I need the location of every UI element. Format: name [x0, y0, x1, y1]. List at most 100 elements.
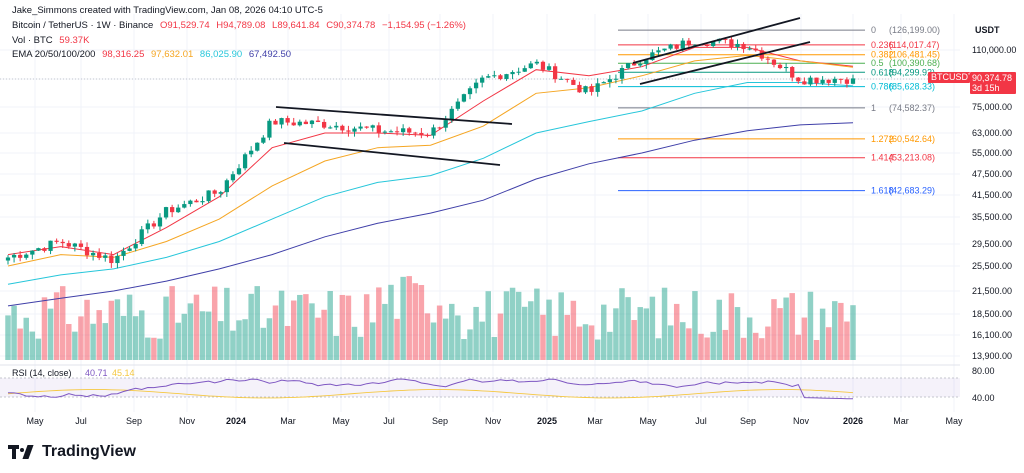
candle: [644, 60, 649, 64]
volume-bar: [515, 291, 522, 360]
candle: [242, 154, 248, 169]
candle: [291, 122, 296, 126]
volume-bar: [35, 338, 42, 360]
candle: [522, 68, 527, 72]
volume-bar: [771, 299, 777, 360]
candle: [188, 200, 193, 205]
volume-bar: [722, 329, 729, 360]
volume-bar: [783, 297, 789, 360]
candles: [5, 37, 856, 269]
candle: [492, 75, 497, 77]
volume-bar: [588, 325, 595, 360]
time-label: Nov: [179, 416, 196, 426]
ema-label: EMA 20/50/100/200: [12, 49, 96, 60]
fib-level: 0.786: [871, 82, 894, 92]
volume-value: 59.37K: [59, 35, 90, 46]
volume-bar: [752, 332, 759, 360]
candle: [346, 130, 351, 132]
volume-bar: [485, 291, 491, 360]
volume-bar: [29, 331, 36, 360]
time-label: Sep: [740, 416, 756, 426]
rsi-tick: 80.00: [972, 366, 995, 376]
currency-label: USDT: [975, 25, 1000, 35]
candle: [370, 125, 375, 128]
ema-legend[interactable]: EMA 20/50/100/200 98,316.25 97,632.01 86…: [12, 49, 295, 60]
volume-bar: [376, 287, 382, 360]
volume-bar: [521, 306, 528, 360]
candle: [334, 125, 339, 128]
price-tick: 63,000.00: [972, 128, 1012, 138]
candle: [170, 207, 175, 213]
volume-bar: [461, 339, 467, 360]
volume-bar: [230, 330, 236, 360]
volume-bar: [78, 316, 84, 360]
volume-bar: [759, 338, 765, 360]
price-tick: 16,100.00: [972, 330, 1012, 340]
symbol-title[interactable]: Bitcoin / TetherUS · 1W · Binance: [12, 20, 154, 31]
candle: [36, 248, 41, 251]
candle: [328, 127, 333, 129]
volume-bar: [41, 297, 48, 360]
ema20-value: 98,316.25: [102, 49, 145, 60]
volume-bar: [224, 287, 230, 360]
fib-price: (100,390.68): [889, 58, 940, 68]
fib-level: 1.414: [871, 153, 894, 163]
fib-level: 0.236: [871, 40, 894, 50]
volume-bar: [412, 283, 419, 360]
ema-line-3: [7, 122, 854, 307]
candle: [619, 68, 625, 79]
tradingview-logo[interactable]: TradingView: [8, 443, 136, 461]
price-tick: 25,500.00: [972, 261, 1012, 271]
grid: [0, 14, 960, 412]
candle: [437, 127, 442, 129]
candle: [340, 125, 345, 131]
candle: [461, 94, 467, 102]
candle: [607, 79, 612, 83]
candle: [407, 128, 412, 133]
volume-bar: [382, 303, 388, 360]
volume-bar: [157, 338, 163, 360]
volume-bar: [491, 336, 498, 360]
time-label: Sep: [126, 416, 142, 426]
time-label: 2024: [226, 416, 246, 426]
volume-bar: [661, 287, 668, 360]
candle: [790, 66, 795, 78]
chart-header-ohlc: Bitcoin / TetherUS · 1W · Binance O91,52…: [12, 20, 470, 31]
volume-bar: [594, 339, 601, 360]
volume-bar: [710, 331, 716, 360]
volume-bar: [740, 337, 747, 360]
candle: [771, 59, 777, 65]
volume-bar: [236, 320, 242, 360]
candle: [528, 63, 533, 69]
volume-bar: [473, 306, 479, 360]
current-tag-bg: [928, 72, 970, 83]
volume-bar: [406, 276, 412, 360]
volume-bar: [5, 315, 11, 360]
candle: [352, 128, 357, 132]
volume-bar: [108, 300, 115, 360]
candle: [60, 241, 65, 244]
volume-bar: [181, 313, 188, 360]
candle: [394, 131, 400, 133]
volume-bar: [394, 318, 400, 360]
countdown: 3d 15h: [972, 83, 1000, 93]
volume-bar: [290, 300, 297, 360]
volume-bar: [832, 301, 838, 360]
time-label: Jul: [75, 416, 87, 426]
volume-bar: [576, 326, 583, 360]
fib-price: (106,481.45): [889, 50, 940, 60]
candle: [583, 86, 588, 93]
candle: [157, 217, 163, 227]
fib-price: (94,299.92): [889, 67, 935, 77]
volume-legend[interactable]: Vol · BTC 59.37K: [12, 35, 93, 46]
candle: [455, 101, 460, 109]
candle: [24, 254, 29, 258]
candle: [97, 252, 102, 258]
candle: [668, 44, 673, 49]
volume-bar: [540, 314, 546, 360]
candle: [218, 192, 223, 194]
volume-bar: [807, 291, 814, 360]
volume-bar: [449, 303, 455, 360]
candle: [704, 44, 710, 46]
